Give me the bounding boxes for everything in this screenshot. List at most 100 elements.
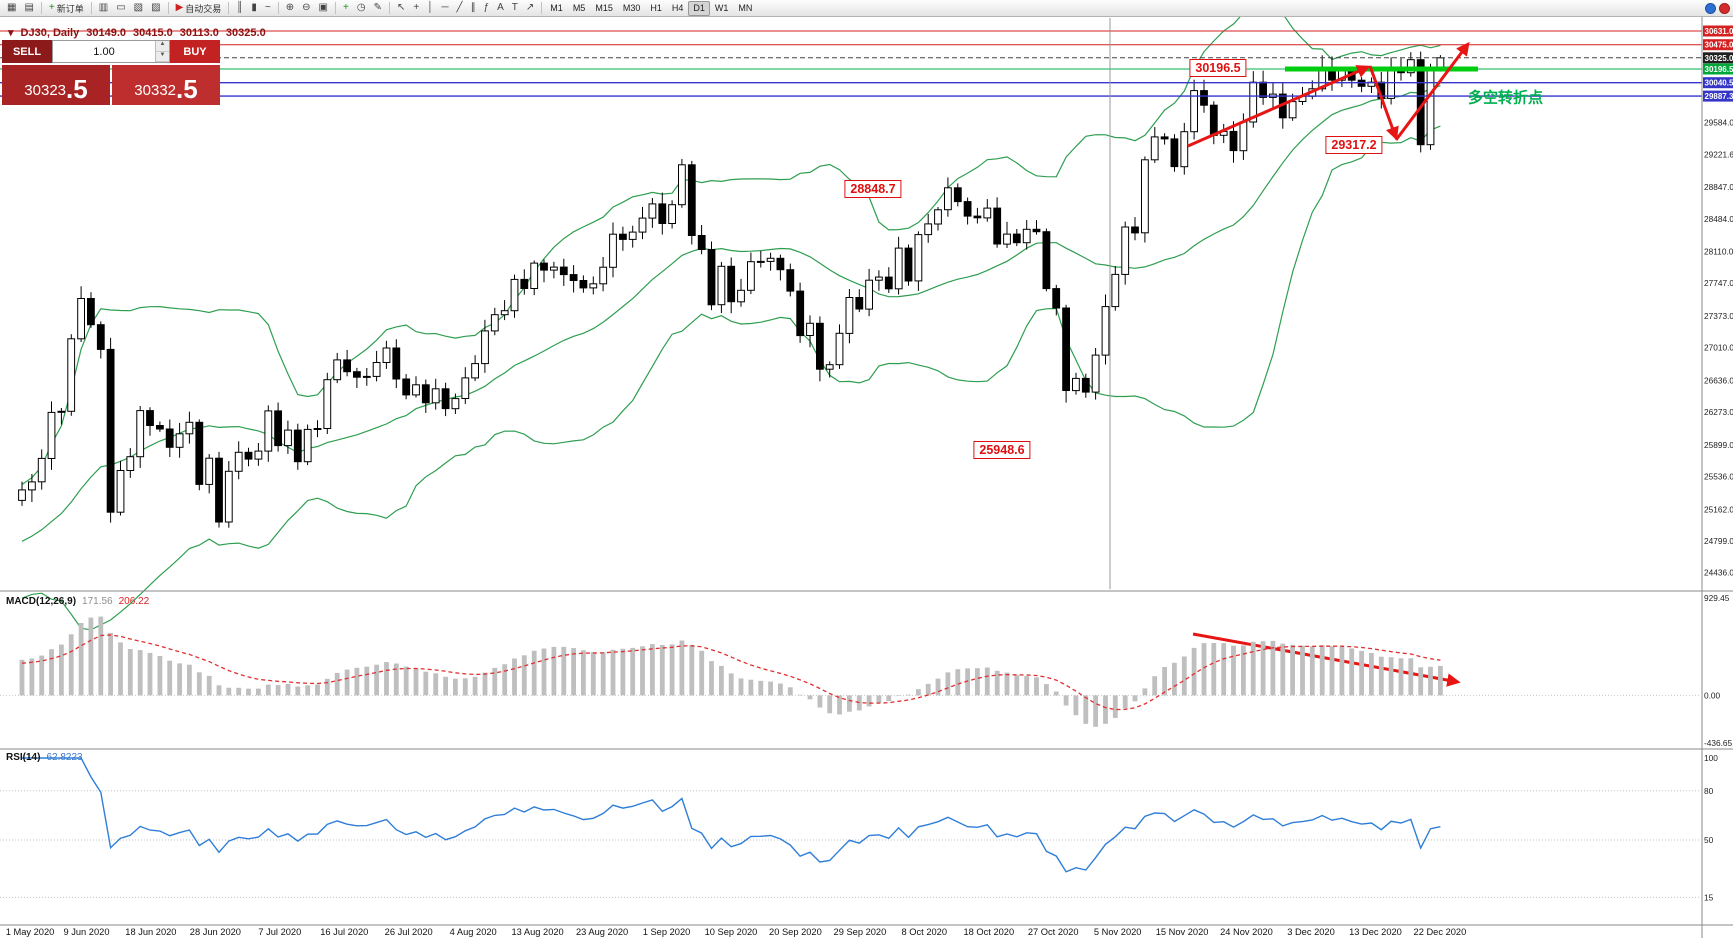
timeframe-mn-button[interactable]: MN (738, 3, 753, 13)
bar-chart-icon[interactable]: ║ (232, 1, 247, 16)
lot-size-stepper[interactable]: ▲ ▼ (155, 41, 169, 62)
zoom-out-icon[interactable]: ⊖ (298, 1, 314, 16)
autotrading-button: ▶ (175, 2, 184, 13)
data-window-icon: ▭ (116, 2, 126, 13)
timeframe-d1-button[interactable]: D1 (688, 0, 710, 16)
chart-title: ▾ DJ30, Daily 30149.0 30415.0 30113.0 30… (8, 26, 266, 40)
templates-icon[interactable]: ✎ (370, 1, 386, 16)
status-icon-blue[interactable] (1705, 2, 1716, 14)
trendline-icon[interactable]: ╱ (453, 1, 467, 16)
zoom-in-icon[interactable]: ⊕ (282, 1, 298, 16)
autotrading-button[interactable]: ▶ 自动交易 (172, 1, 226, 16)
channel-icon[interactable]: ∥ (467, 1, 480, 16)
timeframe-h4-button[interactable]: H4 (671, 3, 684, 13)
crosshair-icon[interactable]: + (409, 1, 423, 16)
candles (18, 51, 1445, 528)
toolbar-separator (334, 2, 336, 14)
svg-text:27 Oct 2020: 27 Oct 2020 (1028, 927, 1079, 937)
data-window-icon[interactable]: ▭ (112, 1, 129, 16)
toolbar-separator (167, 2, 169, 14)
line-chart-icon[interactable]: ~ (261, 1, 275, 16)
ask-price-int: 30332 (134, 82, 177, 99)
label-icon[interactable]: T (508, 1, 522, 16)
templates-icon: ✎ (373, 2, 382, 13)
timeframe-h1-button[interactable]: H1 (650, 3, 662, 13)
macd-axis: 929.45 0.00 -436.65 (1704, 593, 1733, 748)
cursor-icon[interactable]: ↖ (393, 1, 409, 16)
tile-windows-icon[interactable]: ▣ (315, 1, 332, 16)
lot-size-value[interactable]: 1.00 (93, 45, 115, 58)
rsi-line (22, 757, 1441, 873)
profiles-icon: ▤ (24, 2, 34, 13)
arrows-icon: ↗ (525, 2, 535, 13)
ask-price-button[interactable]: 30332 .5 (112, 65, 220, 105)
navigator-icon[interactable]: ▧ (130, 1, 147, 16)
toolbar-separator (228, 2, 230, 14)
price-annotation-29317[interactable]: 29317.2 (1325, 136, 1383, 154)
svg-text:15: 15 (1704, 892, 1714, 902)
periods-icon[interactable]: ◷ (353, 1, 370, 16)
timeframe-m1-button[interactable]: M1 (550, 3, 563, 13)
svg-text:29 Sep 2020: 29 Sep 2020 (834, 927, 887, 937)
text-icon[interactable]: A (493, 1, 508, 16)
candlestick-chart-icon[interactable]: ▮ (247, 1, 261, 16)
buy-button[interactable]: BUY (170, 40, 220, 63)
svg-text:18 Jun 2020: 18 Jun 2020 (125, 927, 176, 937)
new-order-button: + (48, 2, 55, 13)
chart-title-icon: ▾ (8, 27, 14, 39)
price-axis[interactable]: 29584.0 29221.6 28847.0 28484.0 28110.0 27747… (1703, 25, 1733, 578)
lot-size-field[interactable]: 1.00 ▲ ▼ (52, 40, 170, 63)
svg-text:20 Sep 2020: 20 Sep 2020 (769, 927, 822, 937)
horizontal-line-icon[interactable]: ─ (437, 1, 452, 16)
macd-label: MACD(12,26,9) 171.56 206.22 (6, 596, 149, 607)
arrows-icon[interactable]: ↗ (522, 1, 538, 16)
autotrading-button-label: 自动交易 (185, 3, 222, 14)
price-annotation-30196[interactable]: 30196.5 (1189, 59, 1247, 77)
indicators-icon: + (342, 2, 349, 13)
horizontal-lines[interactable] (0, 18, 1702, 589)
status-icon-red[interactable] (1719, 2, 1730, 14)
trend-arrows[interactable] (1187, 41, 1470, 687)
sell-button[interactable]: SELL (2, 40, 52, 63)
new-order-button[interactable]: + 新订单 (45, 1, 88, 16)
toolbar-separator (541, 2, 543, 14)
time-axis[interactable]: 1 May 2020 9 Jun 2020 18 Jun 2020 28 Jun 20… (6, 927, 1467, 937)
strategy-tester-icon: ▨ (151, 2, 161, 13)
lot-increase-icon[interactable]: ▲ (156, 41, 169, 52)
toolbar-separator (90, 2, 92, 14)
price-annotation-28848[interactable]: 28848.7 (844, 180, 902, 198)
svg-text:80: 80 (1704, 786, 1714, 796)
svg-text:30040.5: 30040.5 (1705, 79, 1733, 88)
svg-text:28110.0: 28110.0 (1704, 247, 1733, 257)
vertical-line-icon: │ (427, 2, 434, 13)
ohlc-low: 30113.0 (179, 26, 219, 39)
svg-text:23 Aug 2020: 23 Aug 2020 (576, 927, 628, 937)
profiles-icon[interactable]: ▤ (20, 1, 37, 16)
horizontal-line-icon: ─ (441, 2, 449, 13)
rsi-label: RSI(14) 62.8223 (6, 752, 83, 763)
price-annotation-25948[interactable]: 25948.6 (973, 441, 1031, 459)
toolbar: ▦ ▤ + 新订单 ▥ ▭ ▧ ▨ ▶ 自动交易 ║ ▮ ~ ⊕ ⊖ ▣ + ◷ ✎ ↖ + │ ─ ╱ ∥ ƒ A T ↗ M1 M5 M1… (0, 0, 1733, 17)
svg-text:29887.3: 29887.3 (1705, 92, 1733, 101)
timeframe-m15-button[interactable]: M15 (595, 3, 613, 13)
market-watch-icon[interactable]: ▥ (95, 1, 112, 16)
bid-price-button[interactable]: 30323 .5 (2, 65, 110, 105)
svg-text:27747.0: 27747.0 (1704, 278, 1733, 288)
symbol-title: DJ30, Daily (20, 26, 80, 39)
toolbar-separator (277, 2, 279, 14)
timeframe-m5-button[interactable]: M5 (572, 3, 586, 13)
fibonacci-icon: ƒ (483, 2, 490, 13)
svg-text:28847.0: 28847.0 (1704, 182, 1733, 192)
fibonacci-icon[interactable]: ƒ (480, 1, 494, 16)
indicators-icon[interactable]: + (339, 1, 353, 16)
macd-name: MACD(12,26,9) (6, 596, 77, 607)
timeframe-m30-button[interactable]: M30 (622, 3, 641, 13)
vertical-line-icon[interactable]: │ (423, 1, 437, 16)
new-chart-icon[interactable]: ▦ (3, 1, 20, 16)
timeframe-w1-button[interactable]: W1 (714, 3, 729, 13)
new-chart-icon: ▦ (7, 2, 17, 13)
ohlc-open: 30149.0 (86, 26, 126, 39)
lot-decrease-icon[interactable]: ▼ (156, 51, 169, 62)
strategy-tester-icon[interactable]: ▨ (147, 1, 164, 16)
